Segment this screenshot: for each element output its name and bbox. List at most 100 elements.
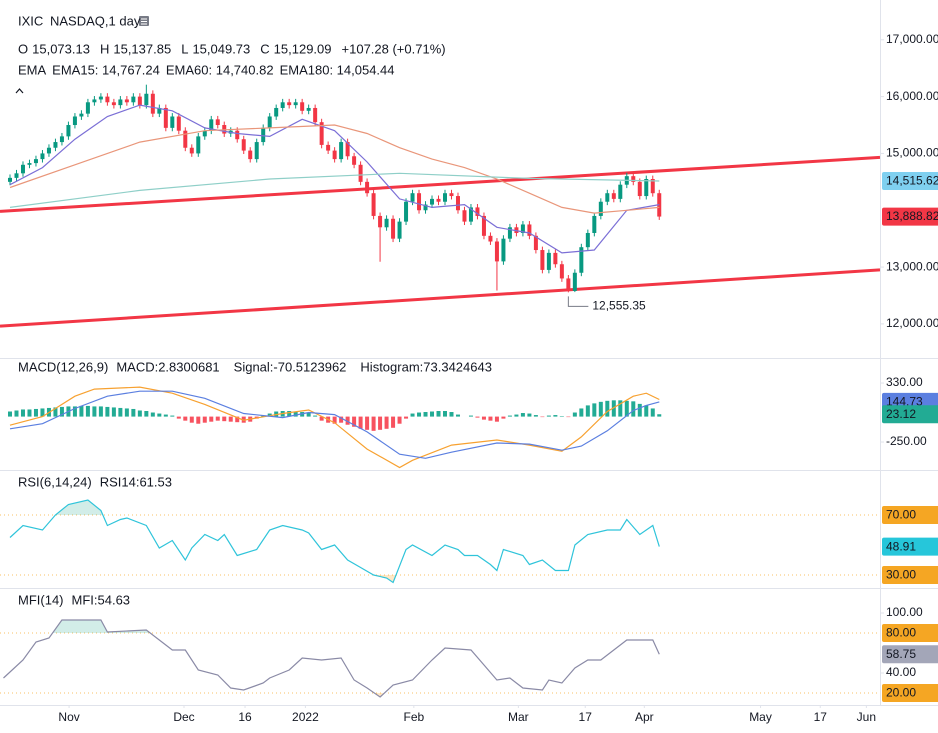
price-label-bg (882, 684, 938, 702)
histogram-bar (637, 403, 642, 417)
histogram-bar (553, 415, 558, 417)
histogram-bar (33, 408, 38, 417)
price-label-bg (882, 565, 938, 584)
candle-body (501, 238, 506, 262)
ohlc-label: L (181, 41, 188, 56)
candle-body (358, 164, 363, 182)
level-fill (55, 500, 103, 515)
candle-body (391, 218, 396, 239)
candle-body (313, 107, 318, 123)
histogram-bar (592, 403, 597, 417)
candle-body (462, 210, 467, 222)
candle-body (40, 153, 45, 160)
histogram-bar (98, 406, 103, 417)
price-label: 144.73 (886, 395, 923, 409)
candle-body (137, 96, 142, 106)
candle-body (611, 193, 616, 199)
price-label: 58.75 (886, 647, 916, 661)
indicator-line (9, 499, 660, 584)
indicator-title: EMA (18, 62, 47, 77)
candle-body (566, 278, 571, 291)
histogram-bar (306, 412, 311, 417)
histogram-bar (624, 400, 629, 417)
ohlc-value: 15,137.85 (113, 41, 171, 56)
histogram-bar (404, 416, 409, 419)
collapse-arrow[interactable] (15, 88, 24, 94)
candle-body (66, 125, 71, 137)
candle-body (274, 107, 279, 117)
y-tick-label: 330.00 (886, 375, 923, 389)
histogram-bar (540, 416, 545, 418)
histogram-bar (572, 412, 577, 417)
histogram-bar (494, 416, 499, 422)
price-label: 23.12 (886, 407, 916, 421)
ohlc-label: O (18, 41, 28, 56)
candle-body (449, 193, 454, 197)
candle-body (430, 198, 435, 205)
histogram-bar (533, 415, 538, 417)
indicator-line (9, 390, 660, 459)
candle-body (618, 184, 623, 199)
candle-body (475, 207, 480, 216)
histogram-bar (352, 416, 357, 427)
histogram-bar (436, 410, 441, 417)
candle-body (131, 96, 136, 103)
histogram-bar (176, 416, 181, 419)
candle-body (144, 93, 149, 106)
histogram-bar (475, 416, 480, 418)
candle-body (468, 207, 473, 222)
price-label-bg (882, 207, 938, 226)
candle-body (326, 144, 331, 151)
candle-body (287, 102, 292, 106)
candle-body (520, 224, 525, 233)
legend-entry: EMA15: 14,767.24 (52, 62, 160, 77)
candle-body (215, 119, 220, 126)
histogram-bar (7, 411, 12, 417)
x-tick-label: 17 (579, 710, 593, 724)
indicator-line (9, 124, 660, 214)
y-tick-label: 16,000.00 (886, 89, 938, 103)
histogram-bar (585, 405, 590, 417)
ohlc-value: 15,073.13 (32, 41, 90, 56)
legend-entry: EMA180: 14,054.44 (280, 62, 395, 77)
x-tick-label: Mar (508, 710, 529, 724)
candle-body (85, 102, 90, 114)
ohlc-value: 15,049.73 (192, 41, 250, 56)
x-tick-label: Dec (173, 710, 194, 724)
candle-body (98, 96, 103, 100)
histogram-bar (365, 416, 370, 430)
candle-body (397, 221, 402, 239)
histogram-bar (209, 416, 214, 422)
histogram-bar (170, 415, 175, 417)
candle-body (410, 193, 415, 202)
candle-body (189, 147, 194, 154)
price-label-bg (882, 171, 938, 190)
price-label-bg (882, 505, 938, 524)
histogram-bar (644, 405, 649, 417)
pane (7, 386, 662, 469)
candle-body (553, 252, 558, 265)
candle-body (105, 96, 110, 103)
histogram-bar (430, 411, 435, 417)
candle-body (202, 130, 207, 137)
histogram-bar (566, 416, 571, 418)
candle-body (436, 198, 441, 202)
candle-body (481, 215, 486, 236)
price-label: 14,515.62 (886, 174, 938, 188)
candle-body (196, 136, 201, 154)
indicator-title: MFI(14) (18, 592, 64, 607)
indicator-title: RSI(6,14,24) (18, 474, 92, 489)
histogram-bar (228, 416, 233, 422)
ohlc-label: C (260, 41, 269, 56)
menu-icon[interactable] (139, 16, 149, 26)
candle-body (14, 173, 19, 178)
indicator-line (9, 172, 660, 208)
change-value: +107.28 (+0.71%) (342, 41, 446, 56)
symbol-title: IXIC (18, 13, 43, 28)
candle-body (494, 241, 499, 262)
candle-body (378, 215, 383, 228)
histogram-bar (378, 416, 383, 430)
candle-body (384, 218, 389, 228)
